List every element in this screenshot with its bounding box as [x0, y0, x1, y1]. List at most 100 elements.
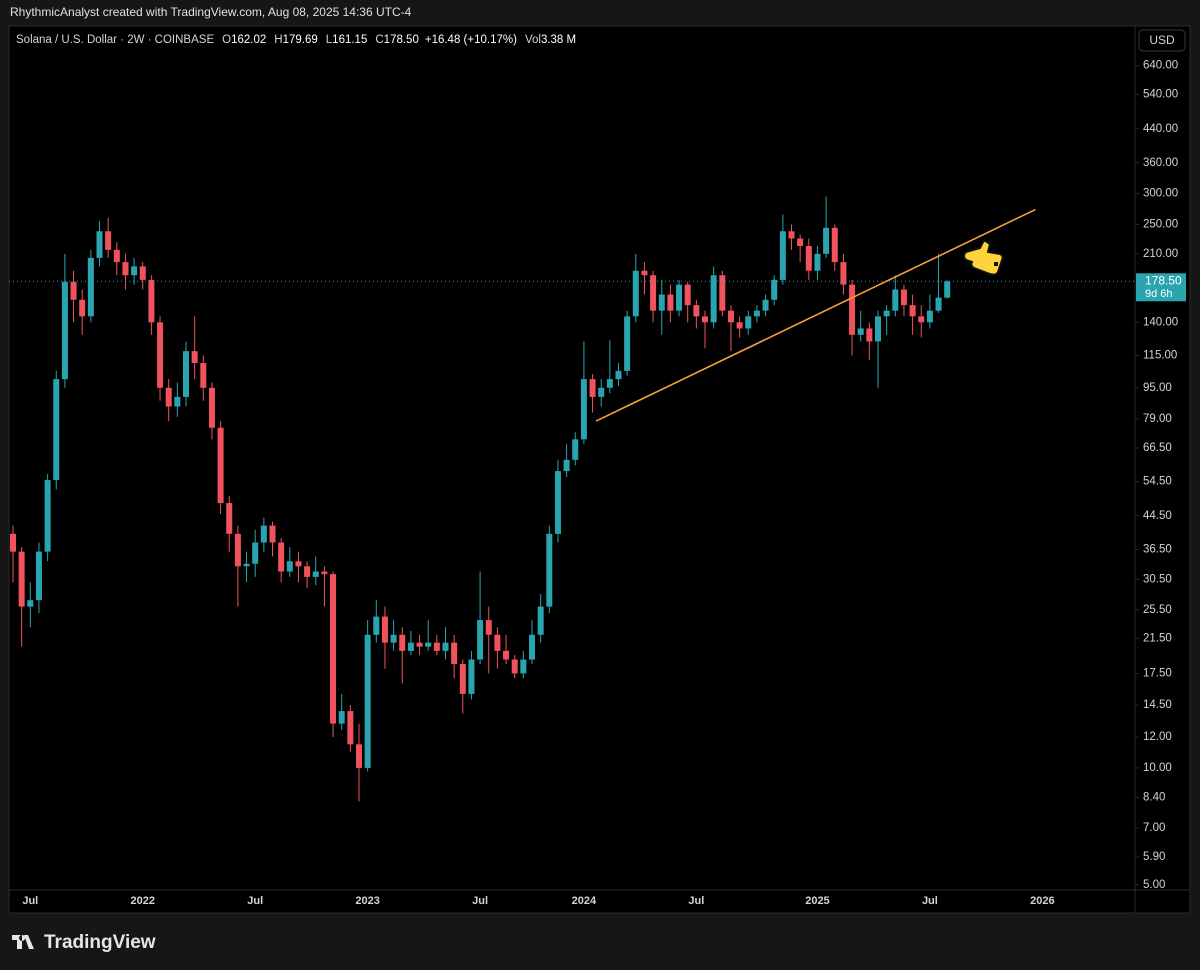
y-tick-label: 12.00	[1143, 731, 1172, 743]
legend-value: 3.38 M	[541, 34, 576, 46]
y-tick-label: 17.50	[1143, 667, 1172, 679]
candle-body	[503, 650, 510, 660]
hand-icon	[963, 238, 1004, 276]
candle-body	[304, 566, 311, 577]
y-tick-label: 360.00	[1143, 157, 1178, 169]
candle-body	[546, 533, 553, 607]
candle-body	[918, 316, 925, 323]
y-tick-label: 21.50	[1143, 633, 1172, 645]
candle-body	[373, 616, 380, 635]
candle-body	[131, 266, 138, 276]
last-price-badge	[1136, 273, 1186, 302]
candle-body	[485, 620, 492, 635]
candle-body	[667, 294, 674, 311]
legend-key: H	[274, 34, 282, 46]
candle-body	[10, 533, 16, 552]
candle-body	[53, 379, 60, 481]
candle-body	[174, 396, 181, 407]
currency-button-label[interactable]: USD	[1149, 33, 1175, 47]
x-tick-label: Jul	[247, 895, 263, 907]
candle-body	[563, 459, 570, 472]
candle-body	[407, 642, 414, 651]
candle-body	[909, 305, 916, 317]
candle-body	[61, 281, 68, 380]
candle-body	[27, 600, 34, 607]
candle-body	[243, 563, 250, 567]
legend-key: L	[326, 34, 333, 46]
candle-body	[580, 379, 587, 440]
candle-body	[208, 387, 215, 428]
candle-body	[797, 238, 804, 246]
candle-body	[572, 439, 579, 460]
candle-body	[234, 533, 241, 567]
candle-body	[217, 427, 224, 504]
candle-body	[658, 294, 665, 311]
last-price-label: 178.50	[1145, 273, 1182, 287]
candle-body	[416, 642, 423, 647]
x-tick-label: 2022	[131, 895, 155, 907]
candle-body	[148, 279, 155, 323]
candle-body	[338, 711, 345, 724]
candle-body	[840, 262, 847, 285]
candle-body	[762, 299, 769, 311]
candle-body	[165, 387, 172, 407]
candle-body	[356, 744, 362, 768]
plot-area	[9, 196, 1135, 802]
candle-body	[191, 351, 198, 364]
candle-body	[606, 379, 613, 388]
y-tick-label: 95.00	[1143, 382, 1172, 394]
y-tick-label: 25.50	[1143, 604, 1172, 616]
candle-body	[875, 316, 881, 342]
brand-mark	[12, 935, 34, 949]
x-tick-label: 2023	[355, 895, 379, 907]
candle-body	[615, 370, 622, 380]
y-tick-label: 44.50	[1143, 510, 1172, 522]
candle-body	[676, 284, 683, 311]
countdown-label: 9d 6h	[1145, 288, 1173, 300]
x-tick-label: 2024	[572, 895, 597, 907]
candle-body	[252, 542, 259, 564]
candle-body	[624, 316, 631, 371]
candle-body	[321, 571, 328, 575]
candle-body	[87, 257, 94, 317]
legend-key: Vol	[525, 34, 541, 46]
candle-body	[79, 299, 86, 317]
y-tick-label: 14.50	[1143, 699, 1172, 711]
legend-value: 162.02	[231, 34, 266, 46]
candle-body	[330, 574, 337, 724]
y-tick-label: 640.00	[1143, 60, 1178, 72]
legend-value: +16.48 (+10.17%)	[425, 34, 517, 46]
candle-body	[468, 659, 475, 694]
candle-body	[650, 275, 657, 311]
candle-body	[598, 387, 605, 397]
candle-body	[399, 634, 406, 651]
candle-body	[459, 664, 466, 694]
candle-body	[200, 363, 207, 388]
candle-body	[554, 471, 561, 534]
hand-detail	[994, 262, 998, 266]
y-tick-label: 36.50	[1143, 543, 1172, 555]
brand-logo: TradingView	[12, 932, 156, 953]
brand-name: TradingView	[44, 932, 156, 953]
y-tick-label: 8.40	[1143, 791, 1165, 803]
candle-body	[883, 310, 890, 317]
candle-body	[702, 316, 708, 323]
candle-body	[183, 351, 189, 397]
candle-body	[944, 281, 951, 298]
candle-body	[529, 634, 535, 660]
y-tick-label: 250.00	[1143, 218, 1178, 230]
candle-body	[900, 289, 907, 306]
legend-value: 178.50	[384, 34, 419, 46]
axes: 640.00 540.00 440.00 360.00 300.00 250.00 210.…	[22, 60, 1186, 907]
y-tick-label: 300.00	[1143, 188, 1178, 200]
candle-body	[105, 231, 112, 250]
candle-body	[347, 711, 354, 745]
y-tick-label: 7.00	[1143, 822, 1165, 834]
x-tick-label: 2025	[805, 895, 829, 907]
x-tick-label: Jul	[22, 895, 38, 907]
currency-button[interactable]	[1138, 29, 1186, 52]
candle-body	[433, 642, 440, 651]
candle-body	[278, 542, 285, 572]
